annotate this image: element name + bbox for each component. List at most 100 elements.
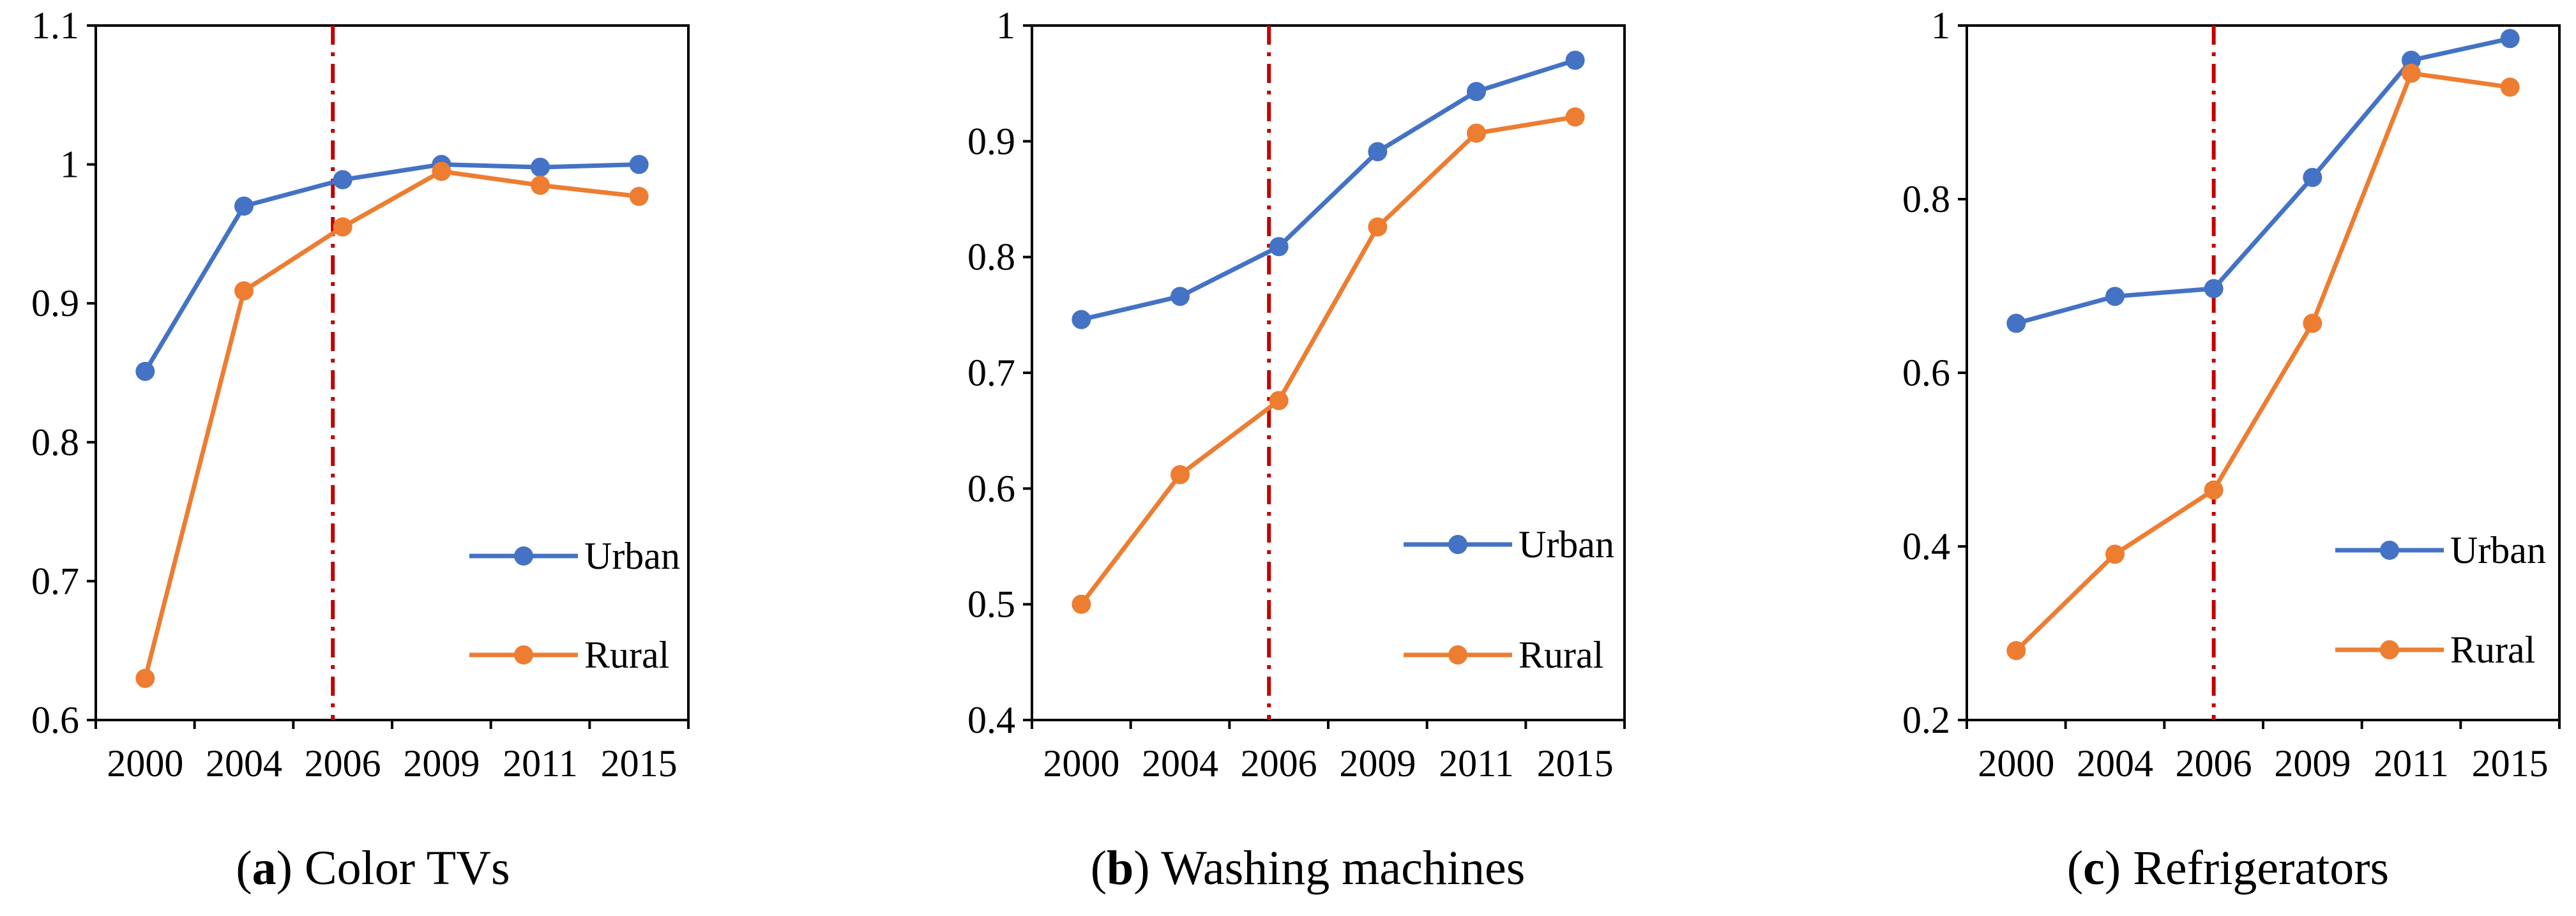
chart-panel: 0.6 0.7 0.8 0.9 1 1.1 2000 2004 2006 2009 2011 2015… [31, 4, 690, 895]
plot-frame [95, 24, 690, 721]
series-line-rural [1079, 114, 1576, 606]
y-tick-label: 0.6 [1902, 352, 1950, 394]
data-point-urban [1368, 142, 1388, 161]
series-line-rural [2014, 71, 2511, 652]
legend-swatch-marker [2380, 640, 2399, 659]
legend-swatch-marker [1448, 645, 1467, 664]
data-point-rural [1368, 217, 1388, 237]
data-point-urban [2105, 287, 2125, 306]
chart-caption: (c) Refrigerators [2067, 841, 2389, 895]
chart-panel: 0.4 0.5 0.6 0.7 0.8 0.9 1 2000 2004 2006 2009 2011 2… [967, 4, 1626, 895]
x-tick-label: 2006 [1241, 742, 1317, 785]
data-point-rural [1467, 123, 1486, 143]
x-tick-label: 2006 [305, 742, 381, 785]
x-tick-label: 2015 [1537, 742, 1614, 785]
y-tick-label: 1 [1931, 4, 1950, 47]
legend-label: Urban [584, 535, 680, 577]
chart-caption: (a) Color TVs [236, 841, 510, 895]
caption-title: Refrigerators [2121, 841, 2389, 895]
caption-letter: b [1107, 841, 1133, 895]
x-tick-label: 2000 [107, 742, 183, 785]
data-point-rural [2204, 480, 2224, 500]
series-line-rural [142, 169, 640, 679]
y-tick-label: 0.2 [1902, 699, 1950, 741]
y-tick-label: 0.8 [1902, 178, 1950, 220]
series-line-urban [1080, 58, 1576, 322]
x-tick-label: 2009 [403, 742, 480, 785]
x-tick-label: 2000 [1978, 742, 2054, 785]
data-point-rural [2006, 641, 2026, 661]
chart-caption: (b) Washing machines [1091, 841, 1526, 895]
legend-item-rural: Rural [2335, 629, 2535, 671]
y-tick-label: 1 [60, 144, 79, 186]
x-tick-label: 2009 [2274, 742, 2351, 785]
legend-swatch-marker [514, 645, 533, 664]
data-point-rural [2303, 313, 2322, 333]
data-point-rural [135, 668, 155, 688]
data-point-rural [2105, 544, 2125, 564]
x-tick-label: 2011 [503, 742, 578, 785]
data-point-rural [333, 217, 352, 237]
y-tick-label: 0.9 [967, 120, 1015, 162]
y-tick-label: 0.4 [1902, 525, 1950, 567]
caption-letter: a [252, 841, 277, 895]
x-tick-label: 2004 [206, 742, 282, 785]
data-point-rural [2500, 77, 2520, 97]
data-point-rural [234, 281, 254, 301]
caption-letter: c [2083, 841, 2105, 895]
data-point-rural [1171, 465, 1190, 484]
plot-frame [1966, 24, 2561, 721]
data-point-urban [2006, 313, 2026, 333]
data-point-urban [1269, 237, 1289, 257]
legend-item-urban: Urban [469, 535, 680, 577]
data-point-rural [629, 186, 649, 206]
data-point-urban [1072, 310, 1091, 329]
legend-swatch-marker [514, 546, 533, 566]
legend-label: Urban [1519, 523, 1614, 566]
y-tick-label: 0.4 [967, 699, 1015, 741]
x-tick-label: 2000 [1043, 742, 1119, 785]
series-line-urban [143, 162, 639, 373]
y-tick-label: 0.5 [967, 583, 1015, 626]
x-tick-label: 2015 [601, 742, 678, 785]
data-point-urban [333, 170, 352, 190]
legend-item-urban: Urban [2335, 529, 2546, 571]
x-tick-label: 2015 [2472, 742, 2549, 785]
data-point-urban [2303, 168, 2322, 187]
chart-panel: 0.2 0.4 0.6 0.8 1 2000 2004 2006 2009 2011 2015 Urb… [1902, 4, 2561, 895]
data-point-urban [629, 154, 649, 174]
y-tick-label: 0.7 [967, 352, 1015, 394]
data-point-urban [234, 196, 254, 216]
legend-item-rural: Rural [469, 634, 669, 676]
data-point-rural [2402, 63, 2421, 83]
data-point-urban [135, 361, 155, 381]
y-tick-label: 0.7 [31, 560, 79, 602]
legend-swatch-marker [2380, 541, 2399, 560]
x-tick-label: 2011 [2374, 742, 2449, 785]
data-point-urban [1467, 82, 1486, 101]
y-tick-label: 0.8 [967, 236, 1015, 278]
data-point-urban [531, 157, 550, 177]
legend-label: Rural [2450, 629, 2535, 671]
x-tick-label: 2004 [1142, 742, 1218, 785]
data-point-urban [2204, 279, 2224, 299]
legend-label: Urban [2450, 529, 2546, 571]
x-tick-label: 2011 [1439, 742, 1514, 785]
data-point-rural [1072, 594, 1091, 614]
x-tick-label: 2009 [1339, 742, 1416, 785]
legend-item-urban: Urban [1404, 523, 1614, 566]
data-point-urban [1565, 50, 1585, 70]
data-point-urban [1171, 287, 1190, 306]
legend-label: Rural [1519, 634, 1603, 676]
data-point-urban [2500, 29, 2520, 49]
legend-label: Rural [584, 634, 669, 676]
y-tick-label: 0.6 [967, 467, 1015, 509]
caption-title: Washing machines [1150, 841, 1526, 895]
data-point-rural [531, 176, 550, 195]
legend-swatch-marker [1448, 535, 1467, 554]
y-tick-label: 1.1 [31, 4, 79, 47]
series-line-urban [2015, 36, 2511, 326]
y-tick-label: 0.9 [31, 282, 79, 324]
x-tick-label: 2006 [2176, 742, 2252, 785]
